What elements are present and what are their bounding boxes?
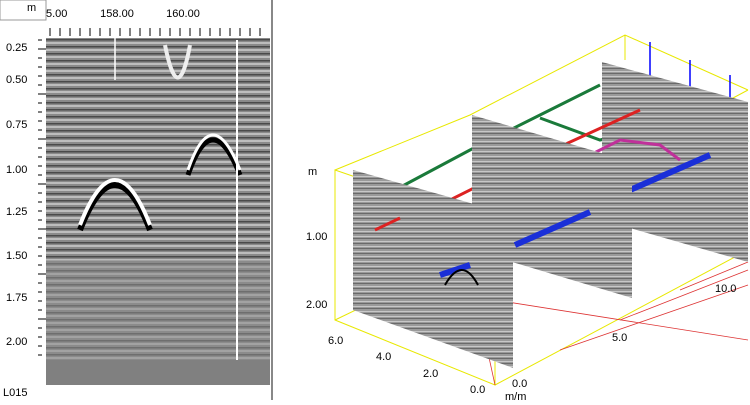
blue-pipe	[439, 262, 471, 278]
blue-pipe	[628, 152, 712, 193]
depth-label: 0.75	[6, 119, 27, 131]
depth-label: 1.50	[6, 250, 27, 262]
depth-label: 1.00	[306, 231, 327, 243]
front-section	[353, 170, 513, 368]
depth-label: 1.75	[6, 292, 27, 304]
depth-label: 0.25	[6, 42, 27, 54]
x-label: 0.0	[512, 378, 527, 390]
depth-label: 2.00	[6, 336, 27, 348]
ruler-ticks	[38, 28, 261, 356]
depth-label: 2.00	[306, 299, 327, 311]
y-label: 2.0	[423, 368, 438, 380]
depth-unit: m	[308, 166, 317, 178]
x-label: 160.00	[166, 8, 200, 20]
y-label: 0.0	[470, 384, 485, 396]
depth-label: 1.25	[6, 206, 27, 218]
depth-label: 1.00	[6, 164, 27, 176]
y-label: 6.0	[328, 335, 343, 347]
magenta-line	[579, 138, 681, 162]
x-unit: m/m	[505, 391, 526, 400]
radargram	[46, 38, 270, 360]
left-panel: m 5.00 158.00 160.00 0.25 0.50 0.75 1.00 1.2…	[0, 0, 273, 400]
red-line	[374, 216, 401, 232]
x-label: 158.00	[100, 8, 134, 20]
line-name: L015	[3, 387, 27, 399]
depth-label: 0.50	[6, 74, 27, 86]
right-panel: m 1.00 2.00 6.0 4.0 2.0 0.0 0.0 5.0 10.0…	[306, 34, 749, 403]
x-label: 5.0	[612, 332, 627, 344]
x-label: 5.00	[46, 8, 67, 20]
blue-pipe	[513, 209, 592, 248]
y-label: 4.0	[376, 351, 391, 363]
x-label: 10.0	[715, 283, 736, 295]
unit-label: m	[27, 2, 36, 14]
